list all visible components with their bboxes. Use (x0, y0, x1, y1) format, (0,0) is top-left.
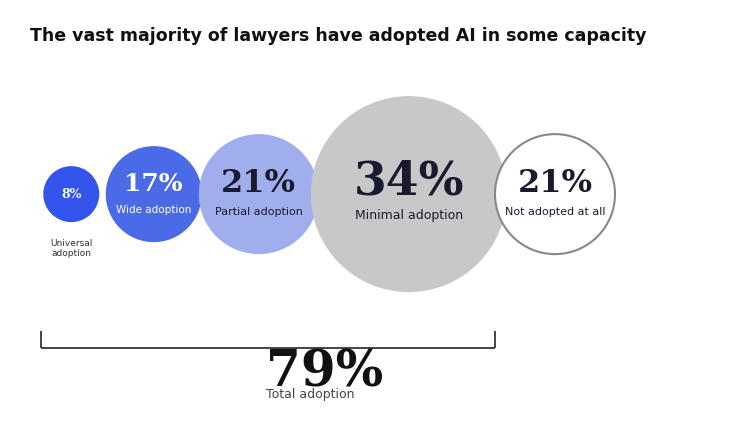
Text: 79%: 79% (266, 349, 383, 398)
Ellipse shape (44, 166, 99, 222)
Text: Not adopted at all: Not adopted at all (505, 207, 605, 217)
Text: 34%: 34% (353, 158, 464, 205)
Text: Partial adoption: Partial adoption (214, 207, 303, 217)
Text: 21%: 21% (221, 168, 296, 199)
Ellipse shape (495, 134, 615, 254)
Ellipse shape (199, 134, 319, 254)
Ellipse shape (106, 146, 202, 242)
Text: 21%: 21% (518, 168, 593, 199)
Ellipse shape (310, 96, 507, 292)
Text: Universal
adoption: Universal adoption (50, 239, 92, 258)
Text: Wide adoption: Wide adoption (116, 205, 191, 215)
Text: The vast majority of lawyers have adopted AI in some capacity: The vast majority of lawyers have adopte… (30, 27, 646, 46)
Text: Total adoption: Total adoption (266, 388, 355, 401)
Text: 17%: 17% (124, 172, 183, 195)
Text: Minimal adoption: Minimal adoption (355, 209, 463, 222)
Text: 8%: 8% (61, 188, 82, 200)
